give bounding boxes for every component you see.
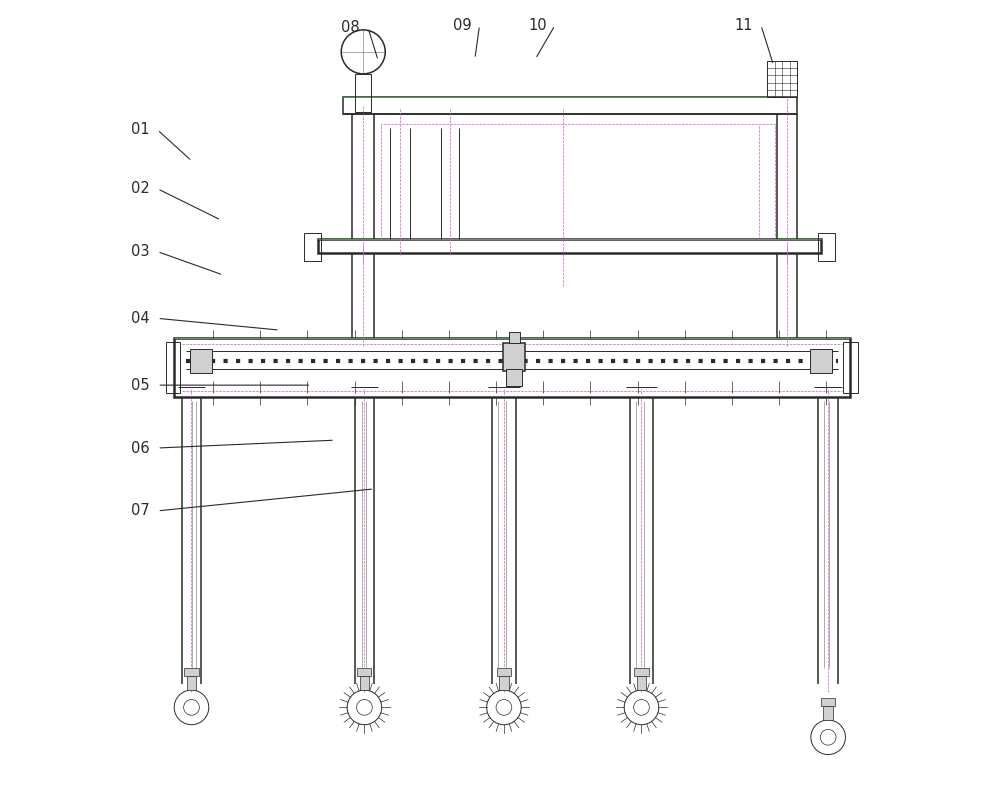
Bar	[509, 332, 520, 343]
Bar	[166, 342, 180, 393]
Text: 06: 06	[131, 440, 149, 456]
Bar	[637, 676, 646, 690]
Bar	[357, 668, 371, 676]
Text: 03: 03	[131, 244, 149, 259]
Bar	[190, 349, 212, 373]
Text: 11: 11	[734, 17, 753, 33]
Bar	[343, 97, 797, 114]
Text: 01: 01	[131, 122, 149, 138]
Bar	[821, 698, 835, 706]
Text: 09: 09	[453, 17, 472, 33]
Bar	[823, 706, 833, 720]
Bar	[360, 676, 369, 690]
Bar	[184, 668, 199, 676]
Text: 02: 02	[131, 181, 149, 196]
Text: 04: 04	[131, 310, 149, 326]
Bar	[503, 343, 525, 370]
Text: 10: 10	[528, 17, 547, 33]
Text: 08: 08	[341, 20, 360, 35]
Bar	[843, 342, 858, 393]
Bar	[818, 233, 835, 261]
Bar	[381, 124, 775, 239]
Bar	[497, 668, 511, 676]
Bar	[506, 369, 522, 386]
Bar	[634, 668, 649, 676]
Bar	[810, 349, 832, 373]
Text: 05: 05	[131, 377, 149, 393]
Bar	[767, 61, 797, 97]
Bar	[174, 338, 850, 397]
Bar	[499, 676, 509, 690]
Bar	[355, 74, 371, 112]
Bar	[187, 676, 196, 690]
Bar	[318, 239, 821, 253]
Text: 07: 07	[131, 503, 149, 519]
Bar	[304, 233, 321, 261]
